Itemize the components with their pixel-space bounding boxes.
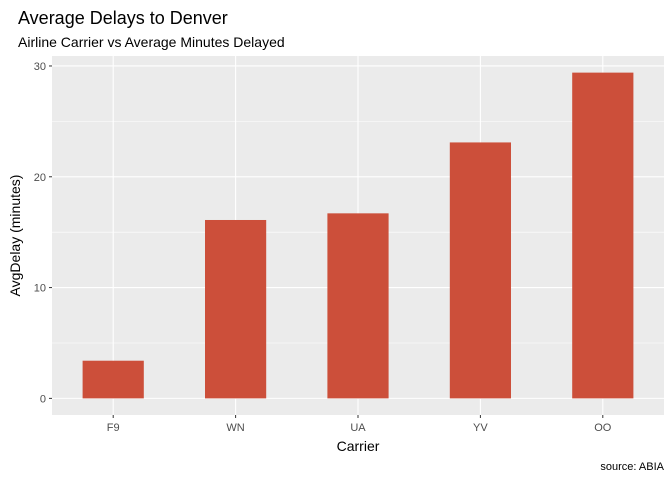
bar-wn (205, 219, 267, 399)
x-tick-label: F9 (107, 422, 120, 434)
y-tick-label: 0 (40, 393, 46, 405)
x-axis-title: Carrier (337, 438, 380, 454)
bar-f9 (82, 360, 144, 399)
chart-subtitle: Airline Carrier vs Average Minutes Delay… (18, 34, 285, 50)
x-tick-label: OO (594, 422, 612, 434)
chart-title: Average Delays to Denver (18, 8, 228, 28)
bar-ua (327, 213, 389, 399)
x-tick-label: UA (350, 422, 366, 434)
x-tick-label: WN (226, 422, 244, 434)
y-axis-title: AvgDelay (minutes) (7, 175, 23, 297)
chart-caption: source: ABIA (600, 461, 664, 473)
y-tick-label: 10 (34, 283, 46, 295)
y-tick-label: 20 (34, 172, 46, 184)
x-tick-label: YV (473, 422, 488, 434)
bar-yv (449, 142, 511, 399)
y-tick-label: 30 (34, 61, 46, 73)
x-axis-ticks: F9 WN UA YV OO (107, 415, 612, 434)
bars (82, 72, 634, 399)
bar-oo (572, 72, 634, 399)
y-axis-ticks: 0 10 20 30 (34, 61, 52, 405)
